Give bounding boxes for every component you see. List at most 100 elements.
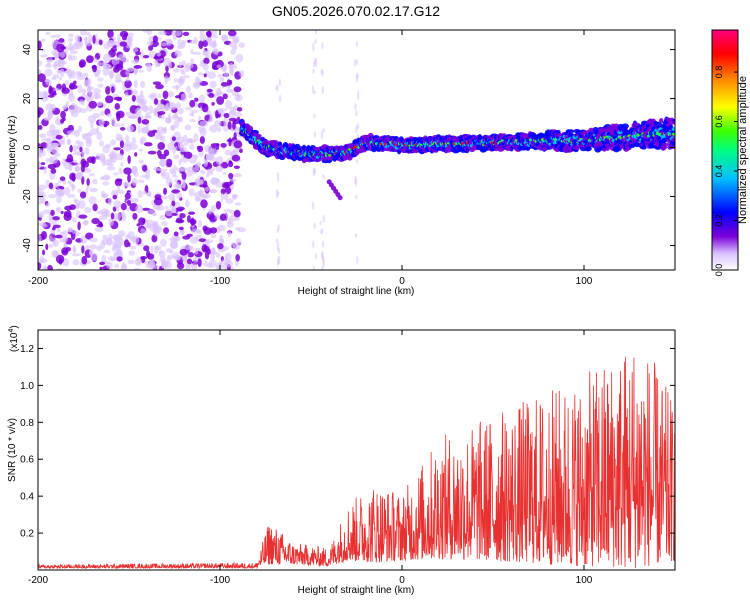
heatmap-cell [40,162,46,166]
heatmap-cell [209,124,218,133]
heatmap-cell [219,108,228,112]
heatmap-cell [217,224,226,232]
heatmap-cell [38,184,47,190]
heatmap-cell [131,89,139,95]
heatmap-cell [219,213,227,222]
heatmap-cell [67,227,73,233]
heatmap-cell [72,229,76,235]
heatmap-cell [98,39,103,46]
heatmap-cell [87,86,95,91]
heatmap-cell [94,226,104,233]
spectrogram-y-tick-label: -40 [22,238,33,253]
heatmap-cell [115,73,122,82]
heatmap-cell [219,76,225,83]
heatmap-cell [47,94,55,98]
heatmap-cell [313,131,317,138]
heatmap-cell [182,134,188,143]
heatmap-cell [190,58,195,65]
heatmap-cell [160,42,168,47]
heatmap-cell [204,186,210,192]
heatmap-cell [146,250,151,258]
heatmap-cell [202,49,208,57]
heatmap-cell [314,57,318,68]
heatmap-cell [234,94,243,102]
heatmap-cell [58,180,63,184]
heatmap-cell [113,172,119,176]
heatmap-cell [235,238,242,247]
heatmap-cell [127,242,131,247]
heatmap-cell [354,58,357,67]
heatmap-cell [223,192,229,201]
heatmap-cell [158,250,164,254]
heatmap-cell [133,79,138,89]
heatmap-cell [85,188,89,195]
heatmap-cell [211,102,215,106]
heatmap-cell [167,113,172,123]
heatmap-cell [212,48,219,55]
heatmap-cell [53,152,61,158]
spectrogram-x-tick-label: -100 [210,276,230,287]
heatmap-cell [159,158,167,167]
heatmap-cell [210,253,216,261]
heatmap-cell [171,200,176,207]
snr-series-line [38,356,675,570]
spectrogram-heat-layer [38,30,675,270]
heatmap-cell [131,94,136,102]
heatmap-cell [165,102,171,111]
heatmap-cell [55,134,63,140]
snr-x-axis-label: Height of straight line (km) [298,585,415,596]
heatmap-cell [82,72,89,78]
heatmap-cell [203,260,208,268]
snr-plot-area [38,356,675,570]
heatmap-cell [74,199,81,205]
heatmap-cell [124,134,130,143]
heatmap-cell [88,173,95,177]
heatmap-cell [164,208,174,217]
heatmap-cell [171,174,179,178]
heatmap-cell [144,115,152,119]
heatmap-cell [118,190,125,195]
heatmap-cell [97,68,101,75]
heatmap-cell [125,75,130,82]
heatmap-cell [96,126,100,134]
heatmap-cell [176,167,185,172]
heatmap-cell [47,109,54,118]
heatmap-cell [69,82,75,90]
heatmap-cell [153,107,160,117]
spectrogram-x-tick-label: -200 [28,276,48,287]
heatmap-cell [99,266,103,270]
heatmap-cell [62,105,67,110]
heatmap-cell [179,157,189,163]
heatmap-cell [188,245,193,250]
spectrogram-y-tick-label: 40 [22,44,33,56]
heatmap-cell [90,252,98,262]
heatmap-cell [72,259,80,266]
heatmap-cell [56,227,61,233]
heatmap-cell [48,182,54,190]
heatmap-cell [128,32,134,39]
heatmap-cell [86,96,92,101]
heatmap-cell [65,210,72,218]
heatmap-cell [54,182,60,188]
heatmap-cell [221,34,228,41]
heatmap-cell [185,62,194,69]
heatmap-cell [138,148,144,152]
heatmap-cell [198,190,205,194]
heatmap-cell [152,129,158,134]
heatmap-cell [199,184,208,188]
heatmap-cell [102,181,110,186]
heatmap-cell [228,35,237,40]
heatmap-cell [113,200,122,209]
heatmap-cell [38,69,41,75]
heatmap-cell [68,93,76,102]
heatmap-cell [314,253,318,260]
heatmap-cell [182,31,190,36]
heatmap-cell [134,152,138,157]
heatmap-cell [238,42,246,48]
heatmap-cell [100,176,107,181]
colorbar-tick-label: 0.0 [714,264,724,277]
heatmap-cell [135,107,142,116]
heatmap-cell [81,150,85,157]
